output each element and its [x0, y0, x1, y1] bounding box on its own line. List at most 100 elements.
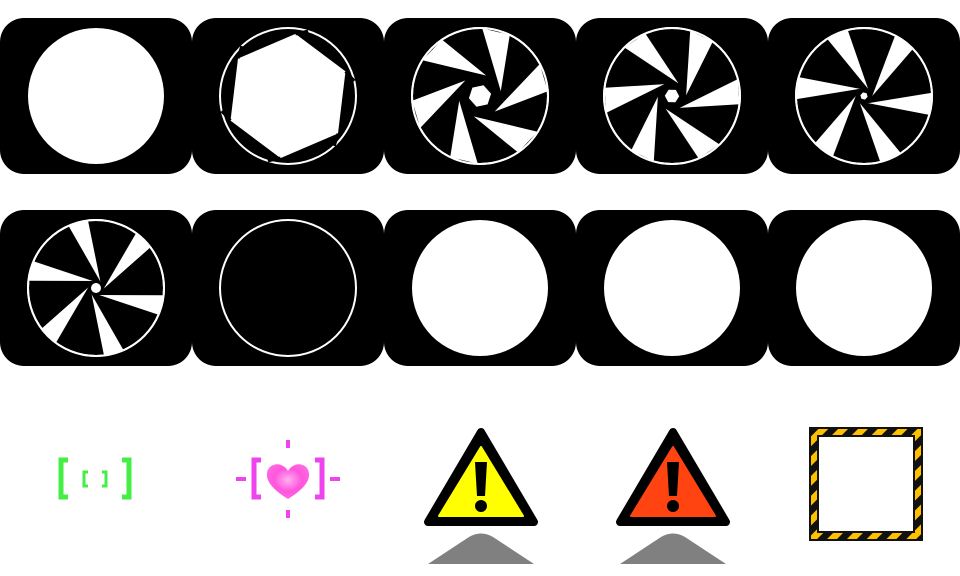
- aperture-disc: [604, 220, 740, 356]
- tick-bottom: [286, 510, 290, 518]
- aperture-disc: [28, 28, 164, 164]
- aperture-gap: [96, 294, 164, 315]
- aperture-gap: [865, 91, 932, 115]
- aperture-center-opening: [468, 85, 492, 107]
- heart-icon: [266, 464, 310, 499]
- focus-bracket-icon: [58, 457, 132, 500]
- aperture-blade-edge: [419, 78, 469, 130]
- aperture-gap: [412, 79, 468, 129]
- aperture-ring: [27, 219, 165, 357]
- aperture-disc: [796, 220, 932, 356]
- aperture-gap: [421, 39, 488, 77]
- exclamation-bar: [475, 462, 487, 496]
- aperture-ring: [795, 27, 933, 165]
- inner-bracket-right: [102, 470, 108, 488]
- aperture-blade-edge: [832, 93, 859, 158]
- aperture-center-opening: [860, 92, 868, 100]
- aperture-gap: [815, 93, 858, 157]
- warning-triangle-yellow-icon: [424, 428, 538, 564]
- aperture-closing-3-frame: [576, 18, 768, 174]
- bracket-right: [122, 457, 132, 500]
- aperture-ring: [603, 27, 741, 165]
- aperture-closing-2-frame: [384, 18, 576, 174]
- aperture-blade-edge: [332, 133, 340, 147]
- aperture-blade-edge: [295, 29, 309, 36]
- aperture-gap: [101, 232, 151, 291]
- aperture-blade-edge: [344, 70, 356, 82]
- aperture-closing-1-frame: [192, 18, 384, 174]
- aperture-blade-edge: [491, 62, 541, 114]
- aperture-gap: [472, 115, 539, 153]
- aperture-nearly-closed-frame: [0, 210, 192, 366]
- aperture-blade-edge: [795, 88, 863, 102]
- aperture-gap: [481, 28, 510, 94]
- heart-target-icon: [236, 440, 340, 518]
- aperture-blade-edge: [471, 113, 539, 132]
- aperture-frames: [0, 18, 960, 366]
- aperture-tile: [192, 210, 384, 366]
- aperture-blade-edge: [100, 232, 137, 292]
- aperture-blade-edge: [90, 290, 126, 351]
- aperture-flash-2-frame: [576, 210, 768, 366]
- aperture-closing-4-frame: [768, 18, 960, 174]
- aperture-blade-edge: [236, 45, 244, 59]
- aperture-flash-1-frame: [384, 210, 576, 366]
- aperture-blade-edge: [623, 47, 681, 87]
- aperture-blade-edge: [676, 77, 739, 109]
- aperture-gap: [826, 30, 869, 92]
- warning-triangle-orange-icon: [616, 428, 730, 564]
- triangle-shadow: [428, 533, 534, 564]
- aperture-blade-edge: [267, 156, 281, 163]
- aperture-center-opening: [664, 89, 680, 103]
- marker-icons: [58, 427, 923, 564]
- aperture-blade-edge: [605, 83, 668, 115]
- aperture-gap: [623, 33, 680, 86]
- inner-bracket-left: [82, 470, 88, 488]
- aperture-gap: [664, 106, 721, 159]
- aperture-gap: [28, 261, 96, 282]
- aperture-center-opening: [91, 283, 101, 293]
- aperture-blade-edge: [458, 98, 480, 165]
- exclamation-dot: [475, 500, 487, 512]
- aperture-blade-edge: [653, 94, 660, 162]
- aperture-ring: [411, 27, 549, 165]
- aperture-blade-edge: [684, 30, 691, 98]
- aperture-ring: [219, 27, 357, 165]
- aperture-blade-edge: [858, 99, 903, 154]
- aperture-blade-edge: [55, 284, 92, 344]
- aperture-gap: [859, 100, 902, 162]
- exclamation-dot: [667, 500, 679, 512]
- bracket-left: [58, 457, 68, 500]
- aperture-blade-edge: [663, 105, 721, 145]
- aperture-gap: [631, 94, 659, 162]
- tick-right: [330, 477, 340, 481]
- bracket-left: [251, 457, 261, 500]
- aperture-gap: [41, 285, 91, 344]
- tick-top: [286, 440, 290, 448]
- aperture-gap: [450, 98, 479, 164]
- aperture-blade-edge: [421, 60, 489, 79]
- aperture-blade-edge: [865, 90, 933, 104]
- aperture-gap: [685, 30, 713, 98]
- aperture-blade-edge: [869, 34, 896, 99]
- exclamation-bar: [667, 462, 679, 496]
- aperture-hex-opening: [230, 33, 346, 159]
- hazard-frame-icon: [809, 427, 923, 541]
- aperture-blade-edge: [66, 225, 102, 286]
- aperture-closed-frame: [192, 210, 384, 366]
- aperture-gap: [796, 77, 863, 101]
- aperture-flash-3-frame: [768, 210, 960, 366]
- bracket-right: [315, 457, 325, 500]
- aperture-gap: [870, 35, 913, 99]
- aperture-blade-edge: [825, 38, 870, 93]
- aperture-blade-edge: [220, 110, 232, 122]
- hazard-inner: [817, 435, 915, 533]
- tick-left: [236, 477, 246, 481]
- aperture-open-frame: [0, 18, 192, 174]
- aperture-blade-edge: [480, 27, 502, 94]
- aperture-gap: [492, 63, 548, 113]
- aperture-ring: [219, 219, 357, 357]
- aperture-disc: [412, 220, 548, 356]
- triangle-shadow: [620, 533, 726, 564]
